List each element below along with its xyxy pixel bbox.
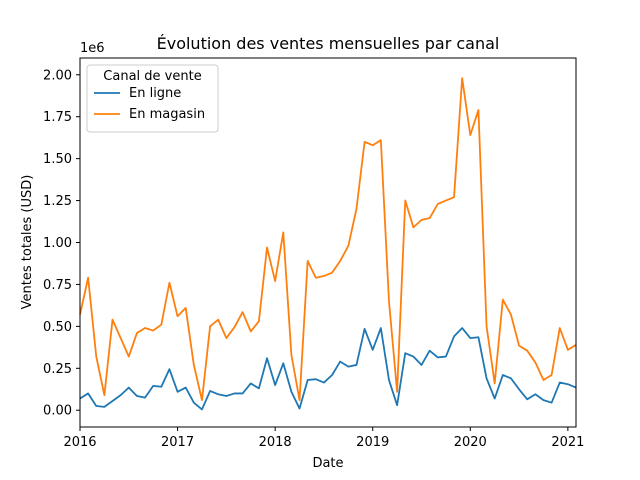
x-axis-label: Date <box>312 456 343 471</box>
series-line-en-ligne <box>79 327 577 411</box>
y-offset-text: 1e6 <box>80 41 105 56</box>
y-tick-label: 0.00 <box>43 404 72 419</box>
series-line-en-magasin <box>79 77 577 402</box>
y-tick-label: 2.00 <box>43 68 72 83</box>
x-tick-label: 2016 <box>63 435 96 450</box>
y-tick-label: 1.50 <box>43 152 72 167</box>
legend-title: Canal de vente <box>103 69 201 84</box>
x-tick-label: 2017 <box>161 435 194 450</box>
chart-title: Évolution des ventes mensuelles par cana… <box>157 34 500 53</box>
x-tick-label: 2020 <box>454 435 487 450</box>
y-tick-label: 0.50 <box>43 320 72 335</box>
y-tick-label: 1.00 <box>43 236 72 251</box>
legend: Canal de vente En ligne En magasin <box>86 64 219 133</box>
y-tick-label: 0.25 <box>43 362 72 377</box>
y-axis-label: Ventes totales (USD) <box>20 175 35 310</box>
y-tick-label: 1.75 <box>43 110 72 125</box>
y-tick-label: 0.75 <box>43 278 72 293</box>
legend-label: En ligne <box>129 86 181 101</box>
x-tick-label: 2019 <box>356 435 389 450</box>
legend-box <box>86 64 219 133</box>
legend-label: En magasin <box>129 107 205 122</box>
x-tick-label: 2018 <box>259 435 292 450</box>
y-tick-label: 1.25 <box>43 194 72 209</box>
x-tick-label: 2021 <box>551 435 584 450</box>
